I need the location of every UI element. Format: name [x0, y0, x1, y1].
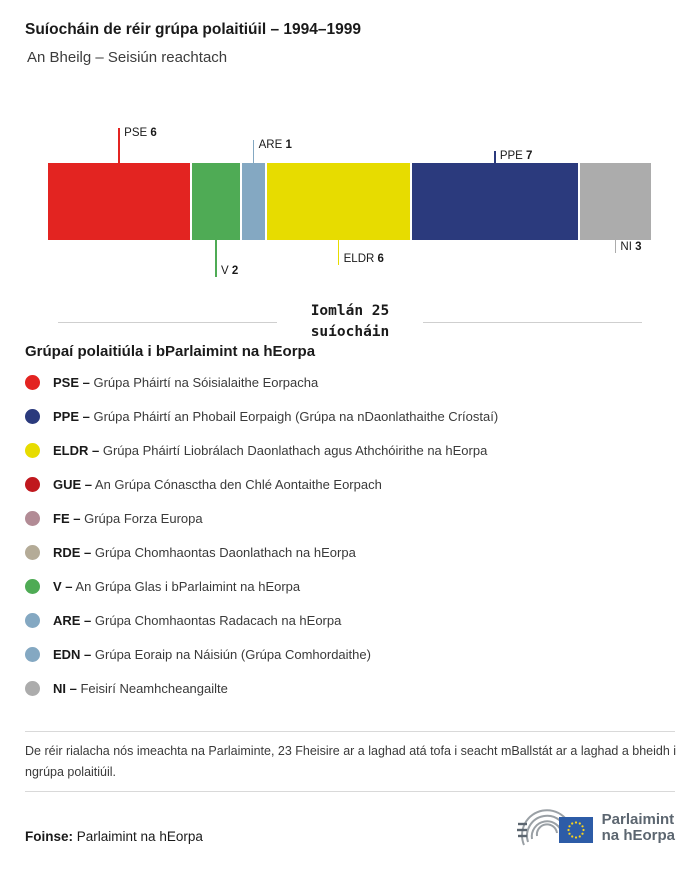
legend-item-fe: FE – Grúpa Forza Europa — [0, 501, 700, 535]
total-seats-line1: Iomlán 25 — [310, 303, 390, 319]
callout-tick-v — [215, 240, 217, 277]
bar-segment-v — [192, 163, 240, 240]
legend-list: PSE – Grúpa Pháirtí na Sóisialaithe Eorp… — [0, 365, 700, 705]
legend-color-dot — [25, 442, 40, 458]
ep-logo: Parlaimint na hEorpa — [515, 802, 675, 854]
page-title: Suíocháin de réir grúpa polaitiúil – 199… — [25, 21, 361, 38]
callout-label-pse: PSE 6 — [124, 127, 157, 139]
callout-tick-pse — [118, 128, 120, 163]
source-value: Parlaimint na hEorpa — [76, 829, 203, 844]
legend-item-edn: EDN – Grúpa Eoraip na Náisiún (Grúpa Com… — [0, 637, 700, 671]
legend-color-dot — [25, 544, 40, 560]
bar-segment-ni — [579, 163, 651, 240]
legend-label: NI – Feisirí Neamhcheangailte — [53, 680, 228, 696]
legend-label: FE – Grúpa Forza Europa — [53, 510, 203, 526]
callout-label-ppe: PPE 7 — [499, 150, 533, 162]
bar-segment-eldr — [267, 163, 410, 240]
legend-label: GUE – An Grúpa Cónasctha den Chlé Aontai… — [53, 476, 382, 492]
source-label: Foinse: — [25, 829, 74, 844]
callout-tick-ni — [614, 240, 617, 253]
legend-item-pse: PSE – Grúpa Pháirtí na Sóisialaithe Eorp… — [0, 365, 700, 399]
callout-label-v: V 2 — [221, 265, 239, 277]
callout-label-ni: NI 3 — [620, 241, 642, 253]
footer: Foinse: Parlaimint na hEorpa — [25, 802, 675, 854]
footnote-rule-top — [25, 731, 675, 732]
source-line: Foinse: Parlaimint na hEorpa — [25, 829, 203, 854]
legend-label: PPE – Grúpa Pháirtí an Phobail Eorpaigh … — [53, 408, 499, 424]
page-subtitle: An Bheilg – Seisiún reachtach — [27, 49, 228, 66]
ep-logo-line2: na hEorpa — [601, 827, 675, 844]
total-divider: Iomlán 25 suíocháin — [0, 301, 700, 343]
legend-item-ppe: PPE – Grúpa Pháirtí an Phobail Eorpaigh … — [0, 399, 700, 433]
legend-color-dot — [25, 408, 40, 424]
legend-color-dot — [25, 612, 40, 628]
legend-color-dot — [25, 476, 40, 492]
total-seats-line2: suíocháin — [310, 324, 390, 340]
bar-segment-ppe — [411, 163, 578, 240]
bar-segment-pse — [48, 163, 191, 240]
legend-label: ELDR – Grúpa Pháirtí Liobrálach Daonlath… — [53, 442, 488, 458]
total-seats-label: Iomlán 25 suíocháin — [311, 301, 390, 343]
divider-line-right — [423, 321, 643, 323]
legend-item-v: V – An Grúpa Glas i bParlaimint na hEorp… — [0, 569, 700, 603]
legend-color-dot — [25, 646, 40, 662]
legend-heading: Grúpaí polaitiúla i bParlaimint na hEorp… — [25, 343, 316, 360]
legend-color-dot — [25, 374, 40, 390]
legend-color-dot — [25, 680, 40, 696]
legend-label: ARE – Grúpa Chomhaontas Radacach na hEor… — [53, 612, 342, 628]
footnote: De réir rialacha nós imeachta na Parlaim… — [25, 744, 677, 779]
legend-color-dot — [25, 510, 40, 526]
legend-color-dot — [25, 578, 40, 594]
footnote-rule-bottom — [25, 791, 675, 792]
legend-item-ni: NI – Feisirí Neamhcheangailte — [0, 671, 700, 705]
chart: PSE 6 V 2 ARE 1 ELDR 6 PPE 7 NI 3 — [0, 121, 700, 289]
callout-tick-eldr — [337, 240, 340, 265]
legend-label: RDE – Grúpa Chomhaontas Daonlathach na h… — [53, 544, 356, 560]
legend-item-eldr: ELDR – Grúpa Pháirtí Liobrálach Daonlath… — [0, 433, 700, 467]
ep-logo-text: Parlaimint na hEorpa — [601, 810, 675, 845]
legend-item-rde: RDE – Grúpa Chomhaontas Daonlathach na h… — [0, 535, 700, 569]
legend-item-gue: GUE – An Grúpa Cónasctha den Chlé Aontai… — [0, 467, 700, 501]
eu-flag-stars — [567, 821, 585, 839]
bar-segment-are — [241, 163, 266, 240]
legend-label: EDN – Grúpa Eoraip na Náisiún (Grúpa Com… — [53, 646, 371, 662]
ep-hemicycle-icon — [516, 809, 593, 846]
callout-tick-ppe — [494, 151, 496, 163]
legend-label: V – An Grúpa Glas i bParlaimint na hEorp… — [53, 578, 301, 594]
eu-flag — [558, 817, 593, 843]
legend-item-are: ARE – Grúpa Chomhaontas Radacach na hEor… — [0, 603, 700, 637]
callout-tick-are — [252, 140, 255, 163]
ep-logo-line1: Parlaimint — [601, 810, 675, 828]
callout-label-eldr: ELDR 6 — [343, 253, 384, 265]
legend-label: PSE – Grúpa Pháirtí na Sóisialaithe Eorp… — [53, 374, 319, 390]
divider-line-left — [57, 321, 277, 323]
callout-label-are: ARE 1 — [258, 139, 292, 151]
